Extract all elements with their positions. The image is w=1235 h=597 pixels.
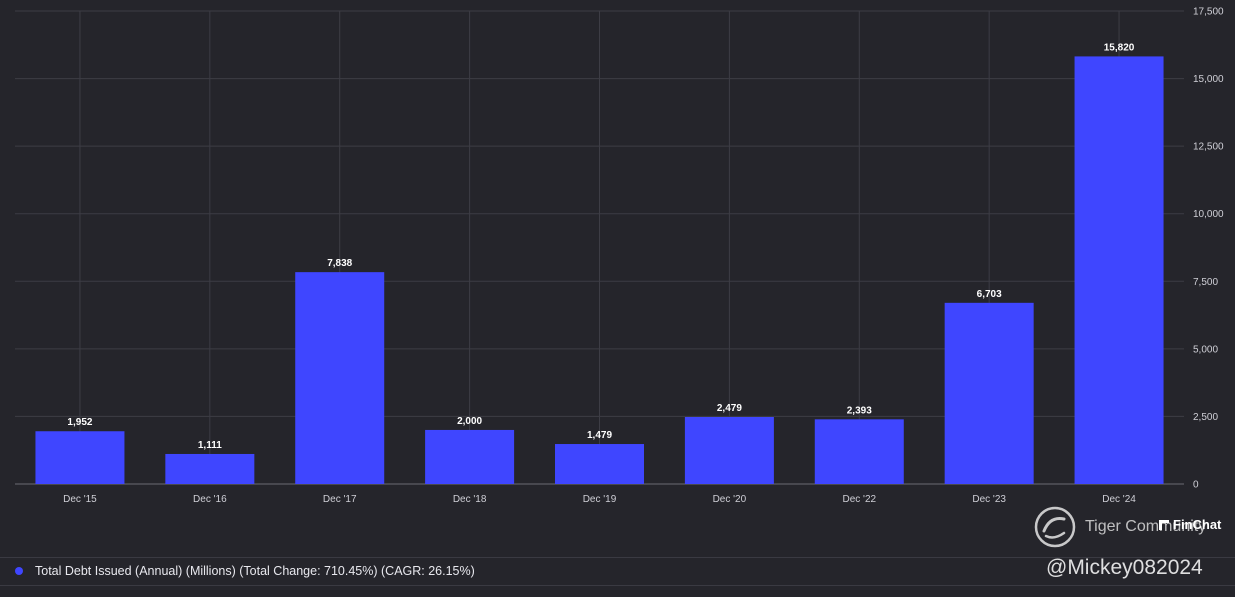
bar[interactable] [35,431,125,484]
x-tick-label: Dec '15 [63,494,97,505]
data-label: 1,479 [587,430,612,441]
y-tick-label: 5,000 [1193,344,1218,355]
data-label: 6,703 [977,289,1002,300]
user-handle-watermark: @Mickey082024 [1046,556,1203,579]
bar[interactable] [944,302,1034,484]
bar[interactable] [165,453,255,484]
finchat-watermark: FinChat [1159,517,1221,532]
x-tick-label: Dec '19 [583,494,617,505]
x-tick-label: Dec '23 [972,494,1006,505]
data-label: 2,393 [847,405,872,416]
y-tick-label: 7,500 [1193,277,1218,288]
legend-series-label: Total Debt Issued (Annual) (Millions) (T… [35,564,475,578]
y-tick-label: 15,000 [1193,74,1224,85]
y-tick-label: 0 [1193,480,1199,491]
bar[interactable] [684,416,774,484]
legend[interactable]: Total Debt Issued (Annual) (Millions) (T… [0,557,1235,586]
bar[interactable] [1074,56,1164,485]
y-tick-label: 2,500 [1193,412,1218,423]
y-tick-label: 12,500 [1193,142,1224,153]
x-tick-label: Dec '22 [842,494,876,505]
grid-lines [15,10,1184,485]
data-label: 1,952 [67,417,92,428]
tiger-community-watermark: Tiger Community [1085,518,1207,535]
tiger-logo-icon [1034,506,1076,548]
bar[interactable] [555,444,644,484]
x-tick-label: Dec '17 [323,494,357,505]
bar[interactable] [814,419,904,484]
data-label: 2,479 [717,403,742,414]
x-tick-label: Dec '20 [713,494,747,505]
y-tick-label: 10,000 [1193,209,1224,220]
bar[interactable] [295,272,385,484]
finchat-logo-icon [1159,520,1169,530]
y-tick-labels: 0 2,500 5,000 7,500 10,000 12,500 15,000 17,500 [1193,7,1224,491]
x-tick-label: Dec '18 [453,494,487,505]
finchat-label: FinChat [1173,517,1222,532]
data-label: 2,000 [457,416,482,427]
legend-series-marker [15,567,23,575]
bars [35,56,1164,485]
data-label: 1,111 [198,440,222,451]
x-tick-label: Dec '16 [193,494,227,505]
y-tick-label: 17,500 [1193,7,1224,18]
data-label: 15,820 [1104,42,1135,53]
data-label: 7,838 [327,258,352,269]
x-tick-labels: Dec '15 Dec '16 Dec '17 Dec '18 Dec '19 Dec '… [63,494,1136,505]
value-labels: 1,952 1,111 7,838 2,000 1,479 2,479 2,393 6,703… [67,42,1134,451]
x-tick-label: Dec '24 [1102,494,1136,505]
bar[interactable] [425,429,515,484]
